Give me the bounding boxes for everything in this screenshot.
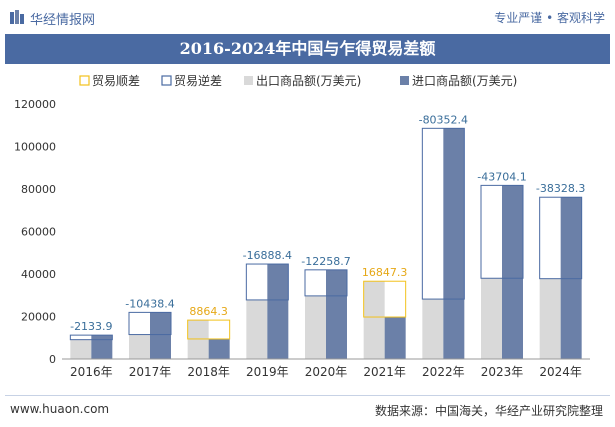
x-axis: 2016年 2017年 2018年 2019年 2020年 2021年 2022年 2023年…	[62, 358, 590, 379]
balance-label: -43704.1	[477, 170, 526, 183]
x-tick-label: 2018年	[187, 365, 230, 379]
bars: -2133.9 -10438.4 8864.3 -16888.4 -12258.7 168…	[69, 113, 585, 359]
x-tick-label: 2021年	[363, 365, 406, 379]
legend-label: 进口商品额(万美元)	[412, 73, 517, 88]
import-bar	[91, 335, 113, 359]
header-bar: 华经情报网 专业严谨 • 客观科学	[0, 0, 615, 34]
y-tick-label: 80000	[21, 183, 56, 196]
import-bar	[443, 128, 465, 359]
balance-label: -2133.9	[70, 320, 112, 333]
deficit-outline	[539, 196, 583, 280]
balance-label: -16888.4	[243, 249, 292, 262]
slogan: 专业严谨 • 客观科学	[494, 11, 605, 25]
brand-logo-icon	[10, 10, 24, 24]
legend-swatch	[244, 76, 253, 85]
title-band: 2016-2024年中国与乍得贸易差额	[5, 34, 610, 64]
deficit-outline	[421, 127, 465, 300]
legend-label: 贸易顺差	[92, 74, 140, 88]
y-tick-label: 20000	[21, 311, 56, 324]
deficit-outline	[245, 263, 289, 301]
x-tick-label: 2022年	[422, 365, 465, 379]
deficit-outline	[480, 184, 524, 279]
export-bar	[539, 278, 561, 359]
legend: 贸易顺差 贸易逆差 出口商品额(万美元) 进口商品额(万美元)	[79, 73, 517, 88]
y-tick-label: 0	[49, 353, 56, 366]
export-bar	[363, 281, 385, 359]
x-tick-label: 2017年	[129, 365, 172, 379]
import-bar	[267, 264, 289, 359]
balance-label: -12258.7	[301, 255, 350, 268]
import-bar	[150, 312, 171, 359]
legend-item: 出口商品额(万美元)	[244, 73, 361, 88]
balance-label: 8864.3	[189, 305, 228, 318]
balance-label: -10438.4	[125, 297, 174, 310]
x-tick-label: 2023年	[481, 365, 524, 379]
export-bar	[305, 295, 326, 359]
bar-chart: 贸易顺差 贸易逆差 出口商品额(万美元) 进口商品额(万美元) 0 20000 40000…	[14, 73, 590, 379]
x-tick-label: 2020年	[305, 365, 348, 379]
y-axis: 0 20000 40000 60000 80000 100000 120000	[14, 98, 56, 366]
x-tick-label: 2016年	[70, 365, 113, 379]
deficit-outline	[304, 269, 348, 297]
brand-name: 华经情报网	[30, 13, 96, 28]
legend-label: 出口商品额(万美元)	[256, 73, 361, 88]
export-bar	[129, 334, 150, 359]
chart-title: 2016-2024年中国与乍得贸易差额	[179, 39, 436, 58]
balance-label: -38328.3	[536, 182, 585, 195]
balance-label: 16847.3	[362, 266, 408, 279]
x-tick-label: 2019年	[246, 365, 289, 379]
footer-source: 数据来源：中国海关，华经产业研究院整理	[374, 404, 603, 418]
footer-divider	[5, 395, 610, 396]
surplus-outline	[363, 280, 407, 318]
legend-swatch	[161, 75, 172, 86]
y-tick-label: 60000	[21, 226, 56, 239]
export-bar	[246, 299, 268, 359]
import-bar	[384, 317, 406, 359]
legend-label: 贸易逆差	[174, 73, 222, 88]
surplus-outline	[187, 319, 231, 340]
export-bar	[187, 320, 209, 359]
export-bar	[422, 299, 444, 359]
legend-item: 进口商品额(万美元)	[400, 73, 517, 88]
footer-website: www.huaon.com	[10, 402, 110, 416]
import-bar	[502, 185, 523, 359]
legend-swatch	[79, 75, 90, 86]
import-bar	[326, 269, 347, 359]
import-bar	[560, 197, 582, 359]
y-tick-label: 120000	[14, 98, 56, 111]
export-bar	[481, 278, 502, 359]
x-tick-label: 2024年	[539, 365, 582, 379]
legend-item: 贸易顺差	[79, 74, 140, 88]
y-tick-label: 100000	[14, 141, 56, 154]
legend-swatch	[400, 76, 409, 85]
import-bar	[208, 338, 230, 359]
deficit-outline	[128, 311, 172, 336]
legend-item: 贸易逆差	[161, 73, 222, 88]
balance-label: -80352.4	[419, 113, 468, 126]
y-tick-label: 40000	[21, 268, 56, 281]
export-bar	[70, 339, 92, 359]
deficit-outline	[69, 334, 113, 341]
